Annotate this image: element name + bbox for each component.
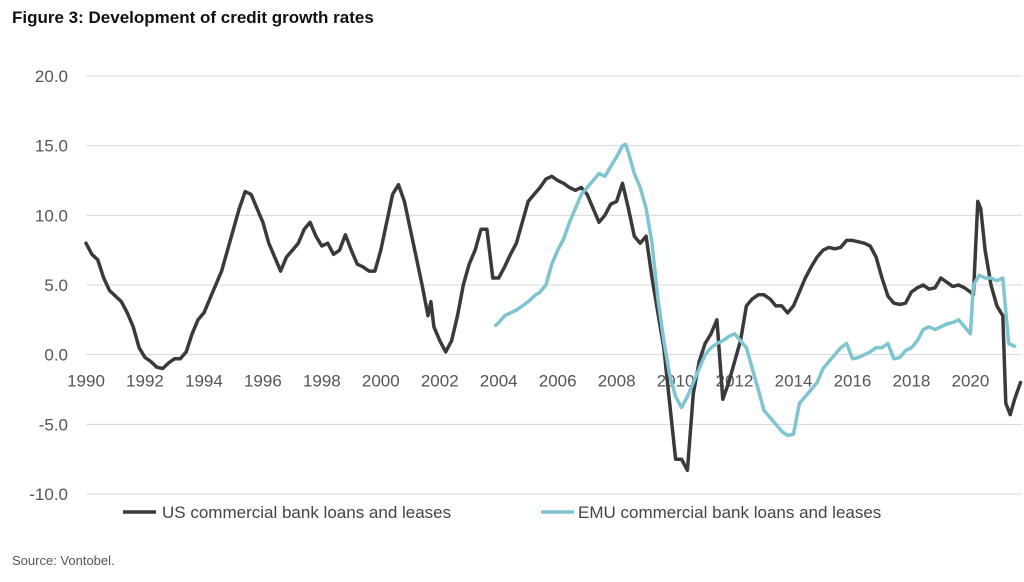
source-note: Source: Vontobel. (12, 553, 115, 568)
legend-label: EMU commercial bank loans and leases (578, 503, 881, 522)
x-tick-label: 1998 (303, 372, 341, 391)
x-tick-label: 1994 (185, 372, 223, 391)
y-tick-label: 10.0 (35, 206, 68, 225)
y-tick-label: 15.0 (35, 137, 68, 156)
line-chart: 20.0 15.0 10.0 5.0 0.0 -5.0 -10.0 1990 1992 1994… (29, 67, 1023, 522)
x-tick-label: 2012 (716, 372, 754, 391)
x-tick-label: 2016 (834, 372, 872, 391)
x-tick-label: 2014 (775, 372, 813, 391)
x-tick-label: 2020 (951, 372, 989, 391)
series-line-us (84, 174, 1023, 473)
y-tick-label: -10.0 (29, 485, 68, 504)
series-line-emu (494, 142, 1017, 438)
x-tick-label: 2004 (480, 372, 518, 391)
x-tick-label: 2010 (657, 372, 695, 391)
x-tick-label: 2018 (893, 372, 931, 391)
x-tick-label: 2002 (421, 372, 459, 391)
grid-lines (86, 75, 1022, 495)
x-axis-ticks: 1990 1992 1994 1996 1998 2000 2002 2004 2006 2008… (67, 372, 989, 391)
legend: US commercial bank loans and leases EMU c… (123, 503, 881, 522)
y-tick-label: 5.0 (44, 276, 68, 295)
x-tick-label: 1992 (126, 372, 164, 391)
series-lines (84, 142, 1023, 473)
y-axis-ticks: 20.0 15.0 10.0 5.0 0.0 -5.0 -10.0 (29, 67, 68, 504)
x-tick-label: 2000 (362, 372, 400, 391)
legend-label: US commercial bank loans and leases (162, 503, 451, 522)
chart-title: Figure 3: Development of credit growth r… (12, 8, 374, 27)
x-tick-label: 1996 (244, 372, 282, 391)
y-tick-label: 0.0 (44, 346, 68, 365)
y-tick-label: -5.0 (39, 415, 68, 434)
x-tick-label: 1990 (67, 372, 105, 391)
x-tick-label: 2008 (598, 372, 636, 391)
x-tick-label: 2006 (539, 372, 577, 391)
y-tick-label: 20.0 (35, 67, 68, 86)
